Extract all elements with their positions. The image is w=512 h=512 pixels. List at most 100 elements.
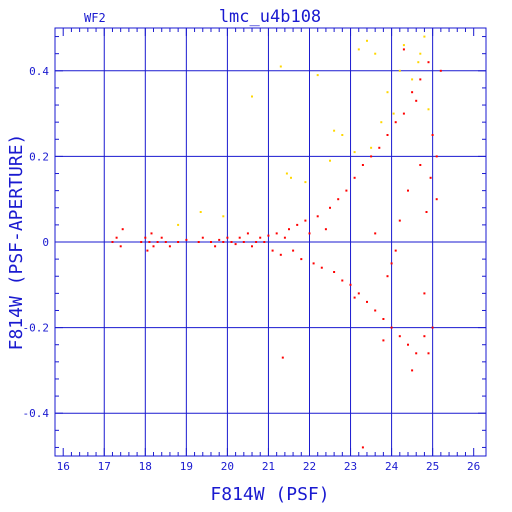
y-axis-title: F814W (PSF-APERTURE) <box>6 134 27 351</box>
data-point <box>259 236 262 239</box>
data-point <box>394 249 397 252</box>
data-point <box>300 258 303 261</box>
data-point <box>275 232 278 235</box>
data-point <box>337 198 340 201</box>
y-tick-label: -0.4 <box>23 407 50 420</box>
data-point <box>214 245 217 248</box>
flagged-point <box>316 74 319 77</box>
data-point <box>431 134 434 136</box>
data-point <box>374 309 377 312</box>
data-point <box>398 335 401 338</box>
flagged-point <box>304 181 307 184</box>
data-point <box>353 296 356 299</box>
data-point <box>390 326 393 329</box>
data-point <box>361 164 364 166</box>
data-point <box>415 99 418 102</box>
data-point <box>230 241 233 243</box>
flagged-point <box>290 176 292 179</box>
data-point <box>423 335 426 338</box>
data-point <box>144 236 147 239</box>
x-tick-label: 25 <box>426 460 439 473</box>
flagged-point <box>357 48 360 51</box>
data-point <box>160 236 163 239</box>
data-point <box>320 266 323 269</box>
flagged-point <box>370 146 373 149</box>
data-point <box>238 236 241 239</box>
flagged-point <box>419 52 422 55</box>
flagged-point <box>392 112 395 115</box>
data-point <box>185 238 188 241</box>
data-point <box>333 271 336 273</box>
data-point <box>234 243 237 246</box>
data-point <box>427 352 430 355</box>
data-point <box>361 446 364 449</box>
data-point <box>279 253 282 256</box>
data-point <box>168 245 171 248</box>
x-tick-label: 16 <box>57 460 70 473</box>
flagged-point <box>411 78 414 81</box>
data-point <box>411 91 414 94</box>
flagged-point <box>380 121 383 124</box>
data-point <box>427 61 430 64</box>
data-point <box>296 223 299 226</box>
x-tick-label: 21 <box>262 460 275 473</box>
x-tick-label: 22 <box>303 460 316 473</box>
flagged-point <box>222 215 225 218</box>
data-point <box>210 241 212 243</box>
flagged-point <box>177 223 180 226</box>
data-point <box>271 249 274 252</box>
flagged-point <box>374 52 377 55</box>
x-tick-label: 18 <box>139 460 152 473</box>
data-point <box>345 189 348 192</box>
data-point <box>246 232 249 235</box>
data-point <box>341 279 344 282</box>
data-point <box>394 121 397 124</box>
data-point <box>115 236 118 239</box>
data-point <box>349 283 352 286</box>
flagged-point <box>341 134 344 136</box>
data-point <box>197 241 200 243</box>
data-point <box>390 262 393 265</box>
data-point <box>423 292 426 295</box>
data-point <box>304 219 307 222</box>
axis-ticks <box>55 28 486 456</box>
flagged-point <box>251 95 253 98</box>
data-point <box>419 164 422 166</box>
data-point <box>402 48 405 51</box>
data-point <box>263 241 266 243</box>
data-point <box>283 236 286 239</box>
flagged-point <box>353 151 356 154</box>
data-point <box>370 155 373 158</box>
flagged-point <box>427 108 430 111</box>
flagged-point <box>285 172 288 175</box>
data-point <box>267 234 270 237</box>
data-point <box>312 262 315 265</box>
data-point <box>156 241 159 243</box>
data-point <box>429 176 432 179</box>
data-point <box>146 249 149 252</box>
data-point <box>308 232 311 235</box>
chart-title: lmc_u4b108 <box>219 7 321 27</box>
data-point <box>281 356 284 359</box>
data-point <box>251 245 253 248</box>
flagged-point <box>366 39 368 42</box>
panel-label: WF2 <box>84 11 106 25</box>
data-point <box>288 228 290 231</box>
data-point <box>402 112 405 115</box>
data-point <box>222 241 225 243</box>
data-point <box>255 241 258 243</box>
data-point <box>374 232 377 235</box>
data-point <box>386 134 389 136</box>
flagged-point <box>398 69 401 72</box>
y-tick-label: -0.2 <box>23 322 50 335</box>
data-point <box>353 176 356 179</box>
data-point <box>164 241 167 243</box>
data-point <box>292 249 295 252</box>
data-point <box>382 339 385 342</box>
data-point <box>140 241 143 243</box>
flagged-point <box>417 61 420 64</box>
y-tick-label: 0.2 <box>29 150 49 163</box>
data-point <box>201 236 204 239</box>
x-tick-label: 19 <box>180 460 193 473</box>
